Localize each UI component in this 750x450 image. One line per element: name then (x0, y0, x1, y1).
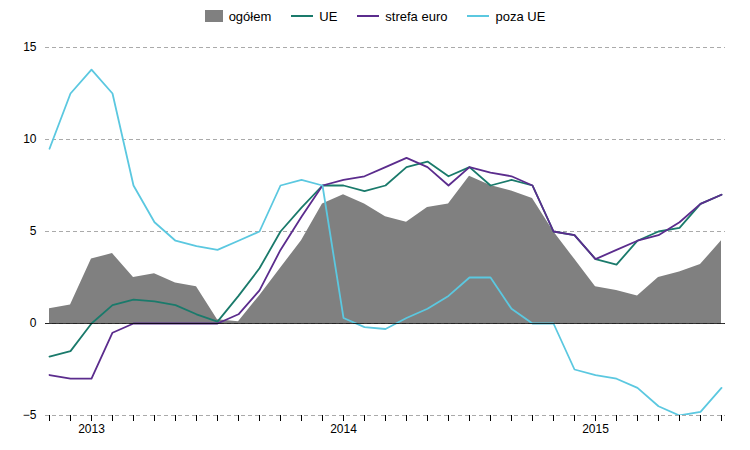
svg-text:2015: 2015 (582, 422, 609, 436)
svg-text:5: 5 (30, 224, 37, 238)
svg-text:15: 15 (23, 40, 37, 54)
svg-text:2013: 2013 (78, 422, 105, 436)
svg-text:−5: −5 (23, 408, 37, 422)
svg-text:10: 10 (23, 132, 37, 146)
svg-text:2014: 2014 (330, 422, 357, 436)
html-text:poza UE: poza UE (495, 8, 546, 24)
svg-text:0: 0 (30, 316, 37, 330)
html-text:UE: UE (319, 8, 338, 24)
html-text:ogółem: ogółem (228, 8, 272, 24)
html-text:strefa euro: strefa euro (385, 8, 448, 24)
